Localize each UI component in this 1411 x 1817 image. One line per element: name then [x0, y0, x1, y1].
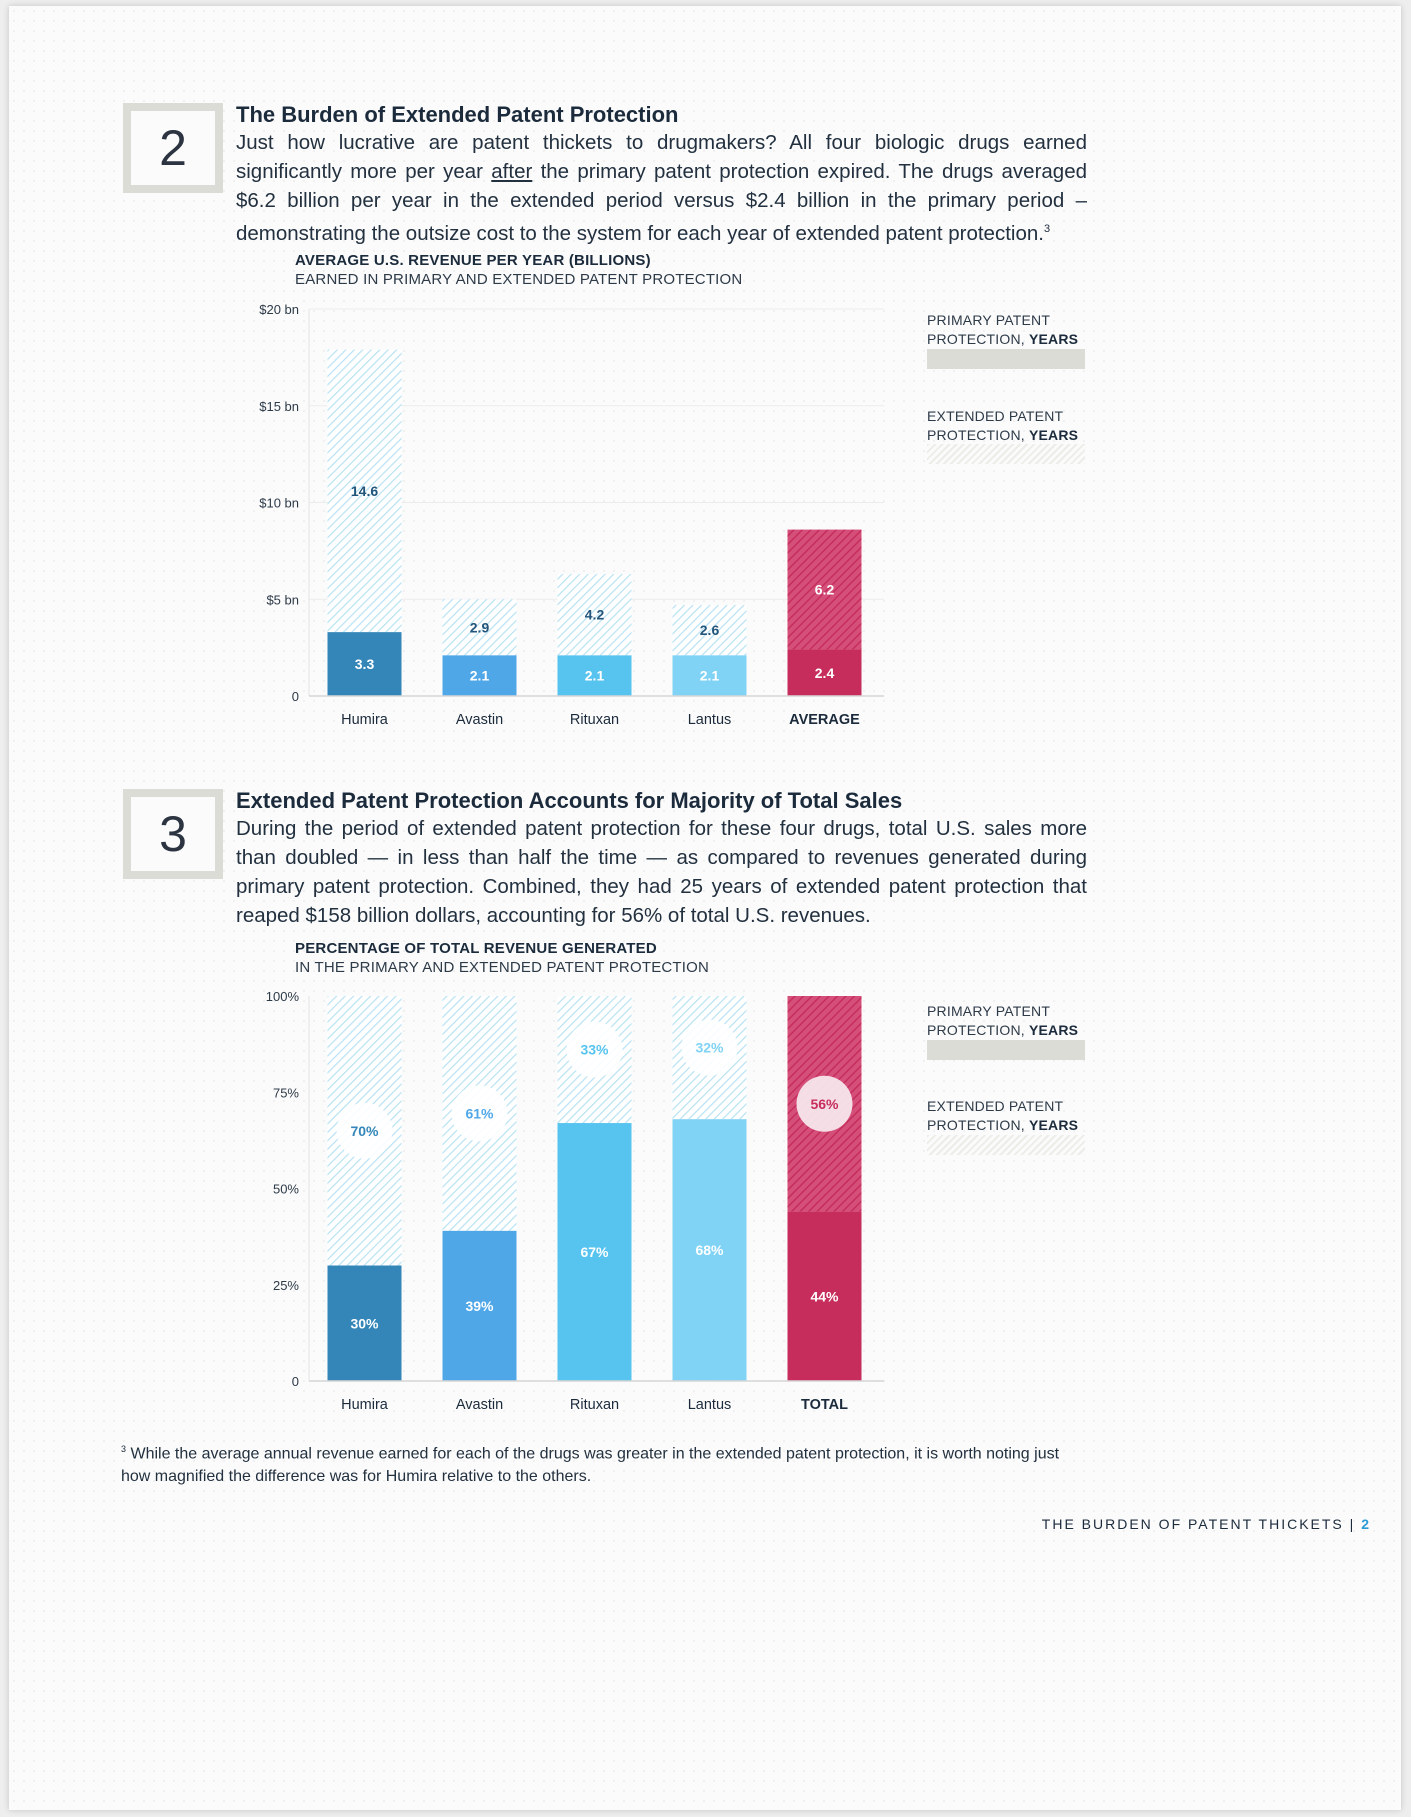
data-label-primary: 2.1 — [470, 668, 490, 684]
y-tick-label: $20 bn — [259, 302, 299, 317]
data-label-extended: 56% — [810, 1096, 839, 1112]
legend-extended-swatch — [927, 444, 1085, 464]
y-tick-label: 0 — [292, 689, 299, 704]
percentage-bar-chart: 0 25% 50% 75% 100% 70% 30% Humira 61% 39% Avastin 3… — [266, 989, 884, 1413]
bar-extended-lantus — [672, 605, 747, 656]
y-tick-label: 100% — [266, 989, 300, 1004]
page-number: 2 — [1361, 1516, 1371, 1532]
data-label-extended: 70% — [350, 1123, 379, 1139]
bar-extended-avastin — [442, 599, 517, 656]
value-badge — [796, 1075, 853, 1132]
category-label: Lantus — [688, 712, 732, 726]
revenue-bar-chart: 0 $5 bn $10 bn $15 bn $20 bn 14.6 3.3 Humira 2.9… — [259, 302, 884, 726]
legend-primary-swatch — [927, 349, 1085, 369]
data-label-extended: 2.6 — [700, 622, 720, 638]
data-label-primary: 30% — [350, 1315, 379, 1331]
bar-primary-humira — [327, 632, 402, 696]
data-label-extended: 32% — [695, 1040, 724, 1056]
category-label: Humira — [341, 712, 389, 726]
y-tick-label: 25% — [273, 1278, 299, 1293]
chart-title: PERCENTAGE OF TOTAL REVENUE GENERATED — [295, 940, 657, 957]
data-label-primary: 2.1 — [585, 668, 605, 684]
category-label: AVERAGE — [789, 712, 860, 726]
legend-primary-swatch — [927, 1040, 1085, 1060]
y-tick-label: $5 bn — [266, 592, 299, 607]
value-badge — [451, 1085, 508, 1142]
section-number: 2 — [159, 120, 187, 176]
data-label-primary: 44% — [810, 1288, 839, 1304]
chart-title: AVERAGE U.S. REVENUE PER YEAR (BILLIONS) — [295, 252, 651, 269]
bar-primary-avastin — [442, 655, 517, 696]
bar-extended-average — [787, 529, 862, 650]
footnote-text: While the average annual revenue earned … — [121, 1445, 1060, 1486]
data-label-extended: 6.2 — [815, 582, 835, 598]
bar-extended-humira — [327, 349, 402, 633]
footnote: 3 While the average annual revenue earne… — [121, 1438, 1091, 1488]
section-title: The Burden of Extended Patent Protection — [236, 102, 679, 127]
category-label: Avastin — [456, 712, 503, 726]
legend-primary-label: PRIMARY PATENT PROTECTION, YEARS — [927, 312, 1079, 347]
category-label: Lantus — [688, 1397, 732, 1413]
data-label-primary: 39% — [465, 1298, 494, 1314]
data-label-extended: 33% — [580, 1042, 609, 1058]
y-tick-label: $15 bn — [259, 399, 299, 414]
section-body: During the period of extended patent pro… — [236, 817, 1087, 927]
bar-primary-humira — [327, 1265, 402, 1381]
section-number: 3 — [159, 806, 187, 862]
legend-extended-swatch — [927, 1135, 1085, 1155]
bar-extended-rituxan — [557, 574, 632, 656]
data-label-extended: 14.6 — [351, 483, 378, 499]
footer-title: THE BURDEN OF PATENT THICKETS — [1041, 1516, 1344, 1532]
section-number-box: 2 — [123, 103, 223, 193]
page-footer: THE BURDEN OF PATENT THICKETS | 2 — [1042, 1516, 1371, 1532]
bar-primary-lantus — [672, 1119, 747, 1381]
footer-separator: | — [1349, 1516, 1356, 1532]
category-label: Rituxan — [570, 1397, 619, 1413]
chart-subtitle: EARNED IN PRIMARY AND EXTENDED PATENT PR… — [295, 271, 743, 288]
footnote-marker: 3 — [121, 1444, 127, 1454]
category-label: Avastin — [456, 1397, 503, 1413]
section-title: Extended Patent Protection Accounts for … — [236, 788, 903, 813]
footnote-reference: 3 — [1043, 223, 1051, 235]
section-number-box: 3 — [123, 789, 223, 879]
value-badge — [566, 1021, 623, 1078]
legend-extended-label: EXTENDED PATENT PROTECTION, YEARS — [927, 1098, 1079, 1133]
body-text-underlined: after — [491, 160, 533, 183]
y-tick-label: $10 bn — [259, 496, 299, 511]
legend-extended-label: EXTENDED PATENT PROTECTION, YEARS — [927, 408, 1079, 443]
y-tick-label: 0 — [292, 1374, 299, 1389]
bar-primary-rituxan — [557, 1123, 632, 1381]
bar-primary-rituxan — [557, 655, 632, 696]
report-page: 2 The Burden of Extended Patent Protecti… — [9, 6, 1401, 1810]
category-label: Rituxan — [570, 712, 619, 726]
value-badge — [681, 1019, 738, 1076]
y-tick-label: 75% — [273, 1085, 299, 1100]
legend-primary-label: PRIMARY PATENT PROTECTION, YEARS — [927, 1003, 1079, 1038]
bar-primary-avastin — [442, 1230, 517, 1381]
data-label-extended: 2.9 — [470, 619, 490, 635]
bar-primary-total — [787, 1211, 862, 1381]
data-label-primary: 68% — [695, 1242, 724, 1258]
data-label-primary: 67% — [580, 1244, 609, 1260]
chart-subtitle: IN THE PRIMARY AND EXTENDED PATENT PROTE… — [295, 959, 710, 976]
section-body: Just how lucrative are patent thickets t… — [236, 128, 1087, 248]
body-text: the primary patent protection expired. T… — [236, 160, 1087, 245]
data-label-primary: 3.3 — [355, 656, 375, 672]
data-label-extended: 61% — [465, 1105, 494, 1121]
bar-primary-lantus — [672, 655, 747, 696]
bar-primary-average — [787, 649, 862, 696]
category-label: TOTAL — [801, 1397, 848, 1413]
data-label-primary: 2.1 — [700, 668, 720, 684]
value-badge — [336, 1102, 393, 1159]
y-tick-label: 50% — [273, 1182, 299, 1197]
category-label: Humira — [341, 1397, 389, 1413]
body-text: Just how lucrative are patent thickets t… — [236, 131, 1087, 183]
data-label-primary: 2.4 — [815, 665, 835, 681]
data-label-extended: 4.2 — [585, 607, 605, 623]
